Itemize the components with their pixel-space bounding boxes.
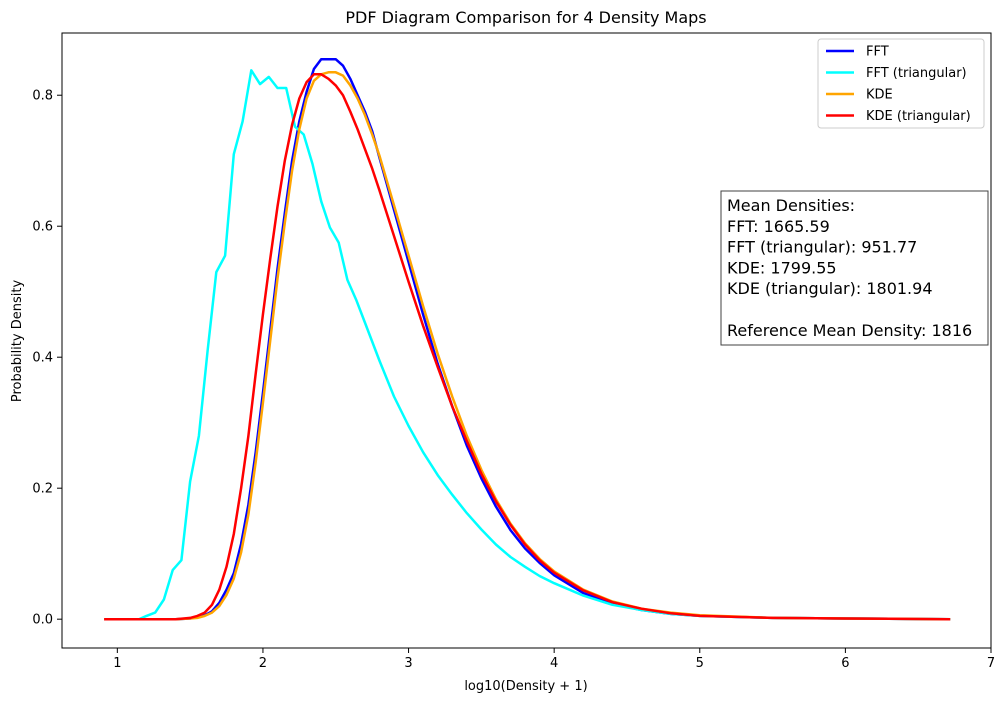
series-line-fft <box>104 57 951 621</box>
x-axis-label: log10(Density + 1) <box>464 679 587 694</box>
series-lines <box>104 57 951 621</box>
series-line-kde-triangular <box>104 73 951 621</box>
y-tick-label: 0.8 <box>32 89 53 104</box>
x-tick-label: 1 <box>113 656 121 671</box>
plot-frame <box>61 32 992 649</box>
chart-title: PDF Diagram Comparison for 4 Density Map… <box>345 8 706 27</box>
legend: FFT FFT (triangular) KDE KDE (triangular) <box>817 38 985 129</box>
annotation-line: FFT (triangular): 951.77 <box>727 238 917 257</box>
x-tick-label: 4 <box>550 656 558 671</box>
annotation-line: KDE: 1799.55 <box>727 258 837 277</box>
x-tick-label: 3 <box>404 656 412 671</box>
y-ticks: 0.0 0.2 0.4 0.6 0.8 <box>32 89 62 628</box>
x-tick-label: 6 <box>841 656 849 671</box>
x-tick-label: 2 <box>259 656 267 671</box>
annotation-line: FFT: 1665.59 <box>727 217 830 236</box>
annotation-box: Mean Densities: FFT: 1665.59 FFT (triangul… <box>720 190 989 346</box>
x-tick-label: 5 <box>696 656 704 671</box>
y-axis-label: Probability Density <box>10 280 25 403</box>
y-tick-label: 0.0 <box>32 613 53 628</box>
legend-label: FFT (triangular) <box>866 66 967 81</box>
y-tick-label: 0.2 <box>32 482 53 497</box>
annotation-line: Reference Mean Density: 1816 <box>727 321 972 340</box>
legend-label: KDE <box>866 88 893 103</box>
y-tick-label: 0.4 <box>32 351 53 366</box>
x-ticks: 1 2 3 4 5 6 7 <box>113 648 995 671</box>
x-tick-label: 7 <box>987 656 995 671</box>
legend-frame <box>817 38 985 129</box>
series-line-fft-triangular <box>138 69 951 621</box>
series-line-kde <box>104 71 951 621</box>
annotation-frame <box>720 190 989 346</box>
legend-label: FFT <box>866 45 889 60</box>
annotation-line: KDE (triangular): 1801.94 <box>727 279 933 298</box>
annotation-line: Mean Densities: <box>727 196 855 215</box>
legend-label: KDE (triangular) <box>866 109 971 124</box>
y-tick-label: 0.6 <box>32 220 53 235</box>
